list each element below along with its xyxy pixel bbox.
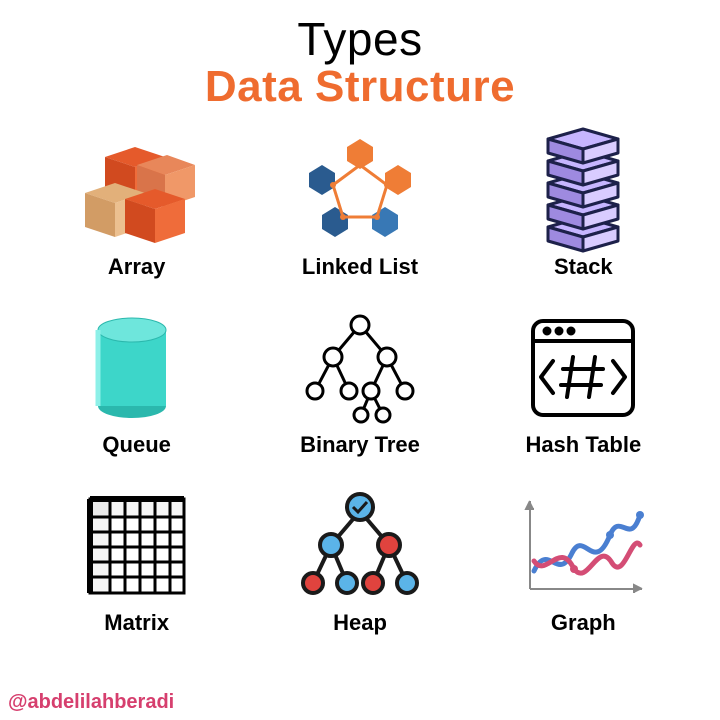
heap-icon xyxy=(285,486,435,606)
title-line2: Data Structure xyxy=(0,62,720,112)
label-stack: Stack xyxy=(554,254,613,280)
binarytree-icon xyxy=(285,308,435,428)
hashtable-icon xyxy=(508,308,658,428)
label-graph: Graph xyxy=(551,610,616,636)
cell-linkedlist: Linked List xyxy=(253,130,466,280)
header: Types Data Structure xyxy=(0,0,720,112)
cell-graph: Graph xyxy=(477,486,690,636)
cell-hashtable: Hash Table xyxy=(477,308,690,458)
credit-handle: @abdelilahberadi xyxy=(8,691,174,714)
linkedlist-icon xyxy=(285,130,435,250)
label-array: Array xyxy=(108,254,165,280)
matrix-icon xyxy=(62,486,212,606)
graph-icon xyxy=(508,486,658,606)
label-hashtable: Hash Table xyxy=(525,432,641,458)
cell-heap: Heap xyxy=(253,486,466,636)
stack-icon xyxy=(508,130,658,250)
label-queue: Queue xyxy=(102,432,170,458)
cell-binarytree: Binary Tree xyxy=(253,308,466,458)
label-matrix: Matrix xyxy=(104,610,169,636)
label-binarytree: Binary Tree xyxy=(300,432,420,458)
array-icon xyxy=(62,130,212,250)
title-line1: Types xyxy=(0,12,720,66)
cell-queue: Queue xyxy=(30,308,243,458)
label-linkedlist: Linked List xyxy=(302,254,418,280)
cell-array: Array xyxy=(30,130,243,280)
infographic-grid: Array Linked List xyxy=(0,112,720,636)
label-heap: Heap xyxy=(333,610,387,636)
queue-icon xyxy=(62,308,212,428)
cell-stack: Stack xyxy=(477,130,690,280)
cell-matrix: Matrix xyxy=(30,486,243,636)
